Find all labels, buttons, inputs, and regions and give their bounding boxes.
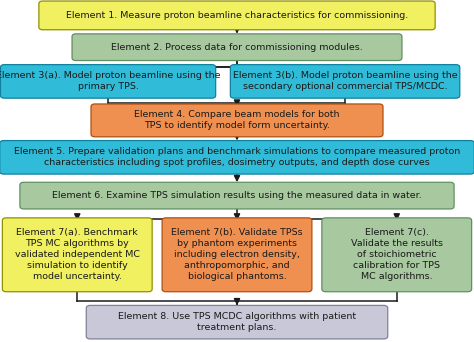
Text: Element 7(a). Benchmark
TPS MC algorithms by
validated independent MC
simulation: Element 7(a). Benchmark TPS MC algorithm… — [15, 228, 140, 281]
Text: Element 7(c).
Validate the results
of stoichiometric
calibration for TPS
MC algo: Element 7(c). Validate the results of st… — [351, 228, 443, 281]
Text: Element 3(b). Model proton beamline using the
secondary optional commercial TPS/: Element 3(b). Model proton beamline usin… — [233, 71, 457, 91]
FancyBboxPatch shape — [39, 1, 435, 30]
Text: Element 7(b). Validate TPSs
by phantom experiments
including electron density,
a: Element 7(b). Validate TPSs by phantom e… — [171, 228, 303, 281]
Text: Element 8. Use TPS MCDC algorithms with patient
treatment plans.: Element 8. Use TPS MCDC algorithms with … — [118, 312, 356, 332]
FancyBboxPatch shape — [230, 65, 460, 98]
FancyBboxPatch shape — [20, 182, 454, 209]
FancyBboxPatch shape — [0, 65, 216, 98]
FancyBboxPatch shape — [72, 34, 402, 61]
FancyBboxPatch shape — [2, 218, 152, 292]
Text: Element 6. Examine TPS simulation results using the measured data in water.: Element 6. Examine TPS simulation result… — [52, 191, 422, 200]
Text: Element 1. Measure proton beamline characteristics for commissioning.: Element 1. Measure proton beamline chara… — [66, 11, 408, 20]
FancyBboxPatch shape — [162, 218, 312, 292]
Text: Element 3(a). Model proton beamline using the
primary TPS.: Element 3(a). Model proton beamline usin… — [0, 71, 220, 91]
FancyBboxPatch shape — [86, 305, 388, 339]
FancyBboxPatch shape — [0, 141, 474, 174]
Text: Element 4. Compare beam models for both
TPS to identify model form uncertainty.: Element 4. Compare beam models for both … — [134, 110, 340, 130]
FancyBboxPatch shape — [91, 104, 383, 137]
Text: Element 2. Process data for commissioning modules.: Element 2. Process data for commissionin… — [111, 43, 363, 52]
FancyBboxPatch shape — [322, 218, 472, 292]
Text: Element 5. Prepare validation plans and benchmark simulations to compare measure: Element 5. Prepare validation plans and … — [14, 147, 460, 167]
